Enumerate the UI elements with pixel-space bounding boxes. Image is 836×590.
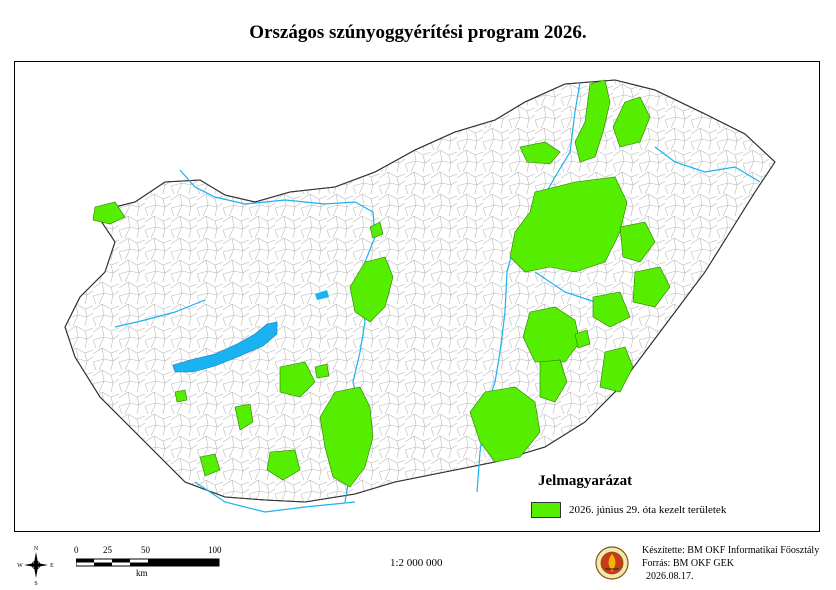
- legend-label-treated: 2026. június 29. óta kezelt területek: [569, 504, 727, 516]
- lake-balaton: [172, 321, 278, 373]
- scale-tick-100: 100: [208, 545, 222, 555]
- scale-ratio: 1:2 000 000: [390, 557, 443, 569]
- scale-bar-graphic: [76, 558, 220, 567]
- scale-tick-0: 0: [74, 545, 79, 555]
- compass-rose-icon: N S E W: [17, 546, 54, 585]
- map-canvas: [64, 79, 776, 513]
- map-title: Országos szúnyoggyérítési program 2026.: [249, 22, 587, 43]
- scale-bar: 0 25 50 100 km: [72, 545, 232, 579]
- scale-tick-25: 25: [103, 545, 112, 555]
- compass-w: W: [17, 563, 23, 569]
- compass-n: N: [34, 546, 39, 552]
- legend-item-treated: 2026. június 29. óta kezelt területek: [531, 500, 726, 520]
- compass-s: S: [34, 581, 37, 585]
- map-frame: [14, 61, 820, 532]
- treated-areas: [92, 79, 671, 488]
- scale-unit: km: [136, 568, 148, 578]
- credit-date: 2026.08.17.: [646, 571, 694, 582]
- compass-e: E: [50, 563, 54, 569]
- eastern-river: [654, 146, 761, 183]
- legend-swatch-treated: [531, 502, 561, 518]
- agency-emblem-icon: [595, 546, 629, 580]
- credit-source: Forrás: BM OKF GEK: [642, 558, 734, 569]
- legend-title: Jelmagyarázat: [538, 473, 633, 489]
- raba-river: [114, 299, 206, 328]
- scale-tick-50: 50: [141, 545, 150, 555]
- drava-river: [194, 481, 356, 513]
- credit-made-by: Készítette: BM OKF Informatikai Főosztál…: [642, 545, 820, 556]
- lake-velence: [315, 290, 329, 300]
- country-outline: [64, 79, 776, 503]
